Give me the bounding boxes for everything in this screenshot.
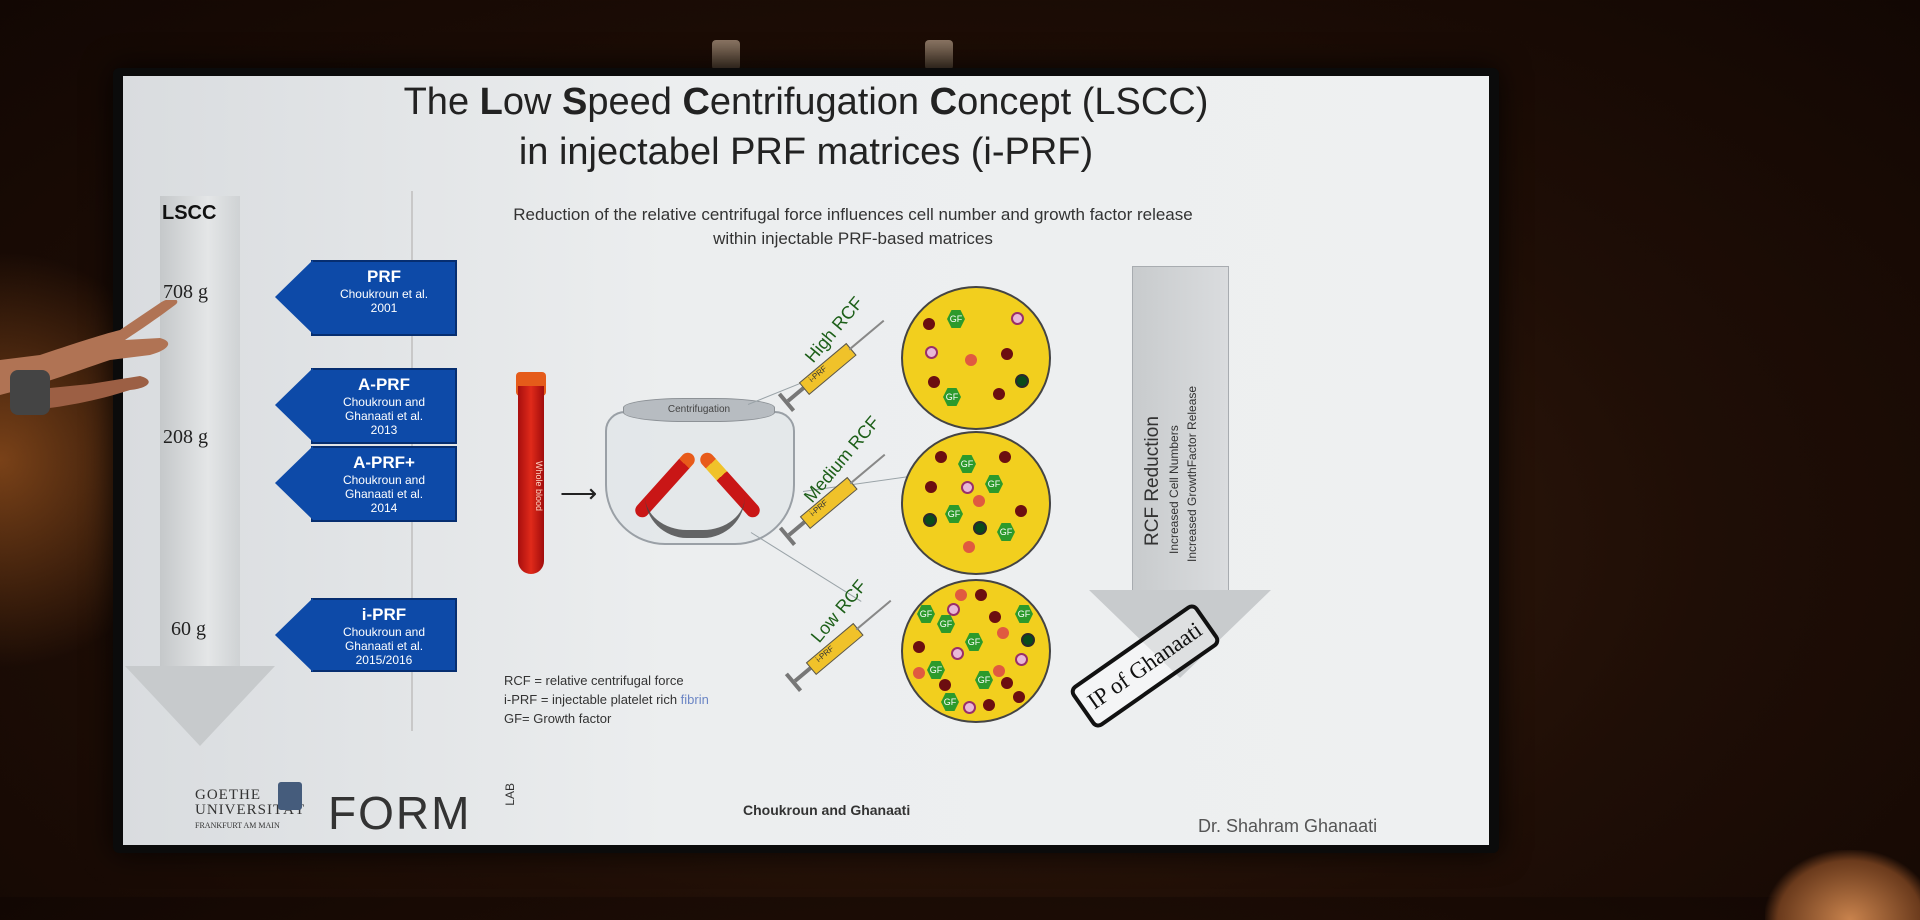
lscc-value-208: 208 g [163,426,208,448]
lscc-value-708: 708 g [163,281,208,303]
presenter-hand [0,300,178,415]
lscc-label: LSCC [162,202,217,224]
tag-prf-title: PRF [367,267,401,286]
tag-prf: PRF Choukroun et al. 2001 [275,260,457,336]
legend-line1: RCF = relative centrifugal force [504,673,684,688]
rcf-reduction-title: RCF Reduction [1142,416,1163,546]
tag-i-prf-line1: Choukroun and [342,625,426,639]
rcf-reduction-arrow-head [1089,590,1271,678]
foreground-object [1765,850,1920,920]
rcf-reduction-arrow [1132,266,1229,593]
footer-author: Dr. Shahram Ghanaati [1198,816,1378,836]
tag-i-prf-title: i-PRF [361,605,407,624]
dish-low-rcf: GF GF GF GF GF GF GF [901,579,1051,723]
formlab-logo: FORM [328,787,472,839]
tag-a-prf: A-PRF Choukroun and Ghanaati et al. 2013 [275,368,457,444]
lscc-arrow-shaft [160,196,240,666]
blood-tube-label: Whole blood [534,460,544,512]
tag-i-prf: i-PRF Choukroun and Ghanaati et al. 2015… [275,598,457,672]
tag-a-prf-plus: A-PRF+ Choukroun and Ghanaati et al. 201… [275,446,457,522]
slide-title-line2: in injectabel PRF matrices (i-PRF) [518,131,1094,173]
tag-i-prf-line3: 2015/2016 [355,653,413,667]
tag-a-prf-plus-line3: 2014 [370,501,398,515]
slide-title-line1: The Low Speed Centrifugation Concept (LS… [403,81,1209,123]
rcf-reduction-line2: Increased GrowthFactor Release [1185,385,1199,562]
tag-a-prf-line1: Choukroun and [342,395,426,409]
tag-prf-line2: 2001 [370,301,398,315]
goethe-seal-icon [278,782,302,810]
legend-line2: i-PRF = injectable platelet rich fibrin [504,692,709,707]
tag-a-prf-line3: 2013 [370,423,398,437]
tag-a-prf-plus-line1: Choukroun and [342,473,426,487]
tag-a-prf-title: A-PRF [358,375,410,394]
legend-line3: GF= Growth factor [504,711,612,726]
tag-a-prf-plus-title: A-PRF+ [353,453,415,472]
formlab-logo-lab: LAB [503,783,517,806]
dish-high-rcf: GF GF [901,286,1051,430]
abbreviation-legend: RCF = relative centrifugal force i-PRF =… [504,671,709,728]
dish-medium-rcf: GF GF GF GF [901,431,1051,575]
right-arrow-icon: ⟶ [560,478,598,508]
blood-tube [518,386,544,574]
goethe-university-logo: GOETHE UNIVERSITÄT FRANKFURT AM MAIN [195,787,306,831]
tag-a-prf-line2: Ghanaati et al. [344,409,424,423]
screen-mount-right [925,40,953,70]
screen-mount-left [712,40,740,70]
slide: The Low Speed Centrifugation Concept (LS… [123,76,1489,845]
slide-subtitle-line1: Reduction of the relative centrifugal fo… [513,205,1193,224]
tag-a-prf-plus-line2: Ghanaati et al. [344,487,424,501]
lscc-arrow-head [125,666,275,746]
tag-prf-line1: Choukroun et al. [339,287,429,301]
lscc-value-60: 60 g [171,618,206,640]
rotation-arrow-icon [645,496,745,538]
footer-credit: Choukroun and Ghanaati [743,802,911,818]
tag-i-prf-line2: Ghanaati et al. [344,639,424,653]
slide-subtitle-line2: within injectable PRF-based matrices [713,229,993,248]
rcf-reduction-line1: Increased Cell Numbers [1167,425,1181,554]
